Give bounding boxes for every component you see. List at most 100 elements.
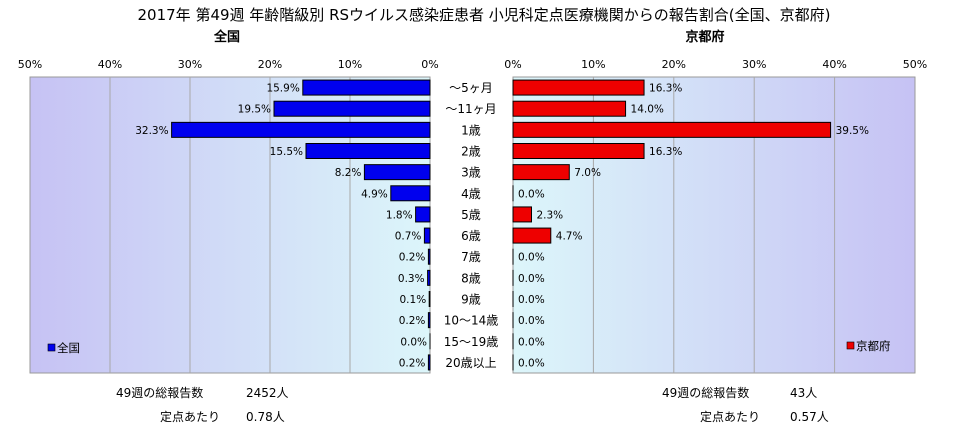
legend-national-label: 全国 [57,341,80,355]
left-bars [171,79,431,371]
category-label: ～5ヶ月 [449,81,493,95]
data-label-national: 0.2% [399,357,426,369]
bar-national [302,79,431,96]
data-label-national: 0.2% [399,315,426,327]
right-data-labels: 16.3% 14.0% 39.5% 16.3% 7.0% 0.0% 2.3% 4.7% 0.0%… [518,83,869,370]
data-label-kyoto: 0.0% [518,273,545,285]
legend-kyoto: 京都府 [846,339,891,353]
category-label: ～11ヶ月 [445,102,496,116]
right-tick-label: 50% [903,58,927,71]
bar-national [427,312,431,329]
data-label-national: 32.3% [135,125,168,137]
data-label-kyoto: 16.3% [649,146,682,158]
legend-national-swatch [47,343,56,352]
right-tick-label: 10% [581,58,605,71]
data-label-kyoto: 0.0% [518,315,545,327]
data-label-kyoto: 0.0% [518,336,545,348]
bar-national [305,143,431,159]
kyoto-per-label: 定点あたり [700,409,760,424]
category-label: 4歳 [461,187,481,201]
bar-national [415,206,431,223]
category-label: 8歳 [461,271,481,285]
chart-title: 2017年 第49週 年齢階級別 RSウイルス感染症患者 小児科定点医療機関から… [138,6,831,24]
bar-national [428,291,431,307]
data-label-national: 8.2% [335,167,362,179]
right-tick-label: 40% [822,58,846,71]
data-label-national: 15.5% [270,146,303,158]
national-total-label: 49週の総報告数 [116,385,203,400]
data-label-kyoto: 16.3% [649,83,682,95]
data-label-kyoto: 0.0% [518,252,545,264]
left-tick-label: 20% [258,58,282,71]
data-label-kyoto: 39.5% [836,125,869,137]
data-label-kyoto: 0.0% [518,294,545,306]
data-label-national: 4.9% [361,188,388,200]
category-label: 6歳 [461,229,481,243]
data-label-national: 0.3% [398,273,425,285]
right-tick-labels: 0% 10% 20% 30% 40% 50% [504,58,927,71]
legend-kyoto-swatch [846,341,855,350]
left-tick-label: 30% [178,58,202,71]
category-label: 2歳 [461,145,481,159]
right-tick-label: 20% [662,58,686,71]
left-tick-label: 40% [98,58,122,71]
data-label-national: 0.7% [395,231,422,243]
category-label: 9歳 [461,293,481,307]
data-label-kyoto: 7.0% [574,167,601,179]
bar-national [427,248,431,265]
data-label-kyoto: 2.3% [536,209,563,221]
bar-national [427,354,431,371]
kyoto-total-value: 43人 [790,386,817,400]
category-label: 15～19歳 [444,335,499,349]
data-label-national: 19.5% [238,104,271,116]
data-label-national: 0.0% [400,336,427,348]
left-data-labels: 15.9% 19.5% 32.3% 15.5% 8.2% 4.9% 1.8% 0.7% 0.2%… [135,83,427,370]
data-label-kyoto: 4.7% [556,231,583,243]
bar-kyoto [512,79,645,96]
legend-national: 全国 [47,341,80,355]
data-label-national: 1.8% [386,209,413,221]
left-tick-label: 10% [338,58,362,71]
left-panel-title: 全国 [213,29,240,45]
right-tick-label: 30% [742,58,766,71]
data-label-national: 0.2% [399,252,426,264]
right-panel-title: 京都府 [685,29,724,45]
category-label: 7歳 [461,250,481,264]
data-label-kyoto: 0.0% [518,188,545,200]
category-label: 5歳 [461,208,481,222]
bar-kyoto [512,143,645,159]
category-label: 3歳 [461,166,481,180]
left-tick-label: 0% [421,58,438,71]
bar-national [423,227,431,244]
data-label-national: 15.9% [266,83,299,95]
left-plot-area [29,76,431,374]
national-per-label: 定点あたり [160,409,220,424]
legend-kyoto-label: 京都府 [856,339,891,353]
bar-national [390,185,431,202]
bar-national [363,164,431,181]
right-plot-area [512,76,916,374]
bar-national [427,269,431,286]
category-label: 1歳 [461,123,481,137]
category-label: 10～14歳 [444,314,499,328]
category-labels: ～5ヶ月 ～11ヶ月 1歳 2歳 3歳 4歳 5歳 6歳 7歳 8歳 9歳 10～14歳 15～19歳 2… [444,81,499,370]
bar-kyoto [512,227,552,244]
bar-kyoto [512,164,570,181]
category-label: 20歳以上 [445,356,496,370]
national-total-value: 2452人 [246,386,289,400]
bar-national [171,121,431,138]
data-label-kyoto: 14.0% [631,104,664,116]
data-label-national: 0.1% [400,294,427,306]
left-tick-labels: 50% 40% 30% 20% 10% 0% [18,58,439,71]
bar-kyoto [512,206,532,223]
national-per-value: 0.78人 [246,410,285,424]
right-tick-label: 0% [504,58,521,71]
bar-kyoto [512,100,627,117]
data-label-kyoto: 0.0% [518,357,545,369]
bar-national [273,100,431,117]
right-bars [512,79,832,371]
bar-kyoto [512,121,832,138]
kyoto-total-label: 49週の総報告数 [662,385,749,400]
